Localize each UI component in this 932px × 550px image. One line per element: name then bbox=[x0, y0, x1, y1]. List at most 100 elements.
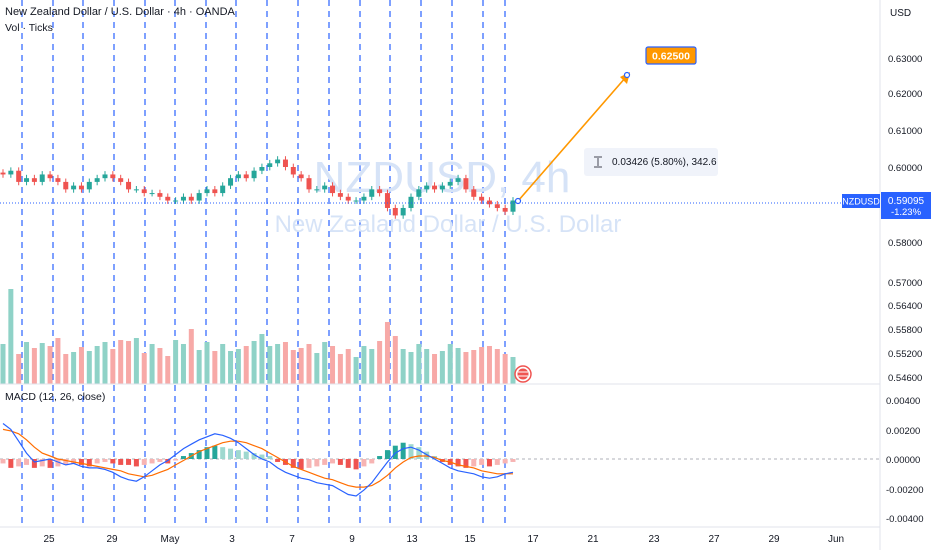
macd-histogram-bar bbox=[71, 459, 77, 464]
candle bbox=[455, 174, 461, 186]
candle bbox=[86, 178, 92, 193]
volume-bars bbox=[0, 289, 516, 384]
candle bbox=[463, 174, 469, 193]
watermark-name: New Zealand Dollar / U.S. Dollar bbox=[275, 211, 622, 238]
macd-histogram-bar bbox=[345, 459, 351, 468]
macd-histogram-bar bbox=[290, 459, 296, 468]
volume-bar bbox=[63, 354, 69, 384]
macd-histogram-bar bbox=[204, 447, 210, 459]
candle bbox=[322, 182, 328, 193]
candle bbox=[267, 159, 273, 171]
symbol-title[interactable]: New Zealand Dollar / U.S. Dollar · 4h · … bbox=[5, 6, 236, 18]
macd-histogram-bar bbox=[408, 444, 414, 459]
macd-histogram-bar bbox=[78, 459, 84, 465]
volume-bar bbox=[196, 350, 202, 384]
candle bbox=[471, 185, 477, 201]
macd-histogram-bar bbox=[330, 459, 336, 464]
macd-histogram-bar bbox=[392, 445, 398, 459]
candle bbox=[47, 171, 53, 182]
arrow-start-handle[interactable] bbox=[514, 197, 522, 205]
macd-label[interactable]: MACD (12, 26, close) bbox=[5, 391, 105, 403]
candle bbox=[486, 197, 492, 208]
time-tick-label: 15 bbox=[464, 534, 476, 545]
candle bbox=[63, 178, 69, 193]
macd-histogram-bar bbox=[337, 459, 343, 465]
candle bbox=[400, 204, 406, 219]
volume-bar bbox=[392, 336, 398, 384]
macd-histogram-bar bbox=[31, 459, 37, 468]
measure-label: 0.03426 (5.80%), 342.6 bbox=[612, 157, 717, 168]
volume-bar bbox=[259, 334, 265, 384]
volume-bar bbox=[220, 344, 226, 384]
candle bbox=[439, 182, 445, 193]
candle bbox=[157, 189, 163, 201]
macd-histogram-bar bbox=[55, 459, 61, 467]
candle bbox=[196, 189, 202, 204]
price-axis[interactable] bbox=[880, 0, 932, 550]
macd-histogram-bar bbox=[149, 459, 155, 464]
volume-bar bbox=[275, 344, 281, 384]
candle bbox=[141, 185, 147, 197]
currency-label[interactable]: USD bbox=[890, 8, 911, 19]
macd-histogram-bar bbox=[361, 459, 367, 467]
macd-histogram-bar bbox=[180, 456, 186, 459]
candle bbox=[298, 171, 304, 182]
us-flag-event-icon[interactable] bbox=[514, 365, 532, 383]
time-tick-label: 3 bbox=[229, 534, 235, 545]
time-axis[interactable]: 25 29 May 3 7 9 13 15 17 21 23 27 29 Jun bbox=[43, 534, 844, 545]
volume-bar bbox=[173, 340, 179, 384]
volume-bar bbox=[510, 357, 516, 384]
volume-bar bbox=[377, 341, 383, 384]
candle bbox=[188, 193, 194, 204]
measure-icon bbox=[594, 156, 602, 168]
measure-tooltip bbox=[584, 148, 718, 176]
macd-histogram-bar bbox=[298, 459, 304, 470]
candle bbox=[392, 204, 398, 219]
volume-bar bbox=[494, 349, 500, 384]
macd-histogram-bar bbox=[494, 459, 500, 465]
candle bbox=[314, 185, 320, 193]
macd-histogram-bar bbox=[16, 459, 22, 467]
volume-label[interactable]: Vol · Ticks bbox=[5, 22, 53, 34]
volume-bar bbox=[126, 341, 132, 384]
candle bbox=[369, 185, 375, 201]
macd-histogram-bar bbox=[384, 450, 390, 459]
candle bbox=[71, 182, 77, 193]
volume-bar bbox=[31, 348, 37, 384]
macd-histogram-bar bbox=[463, 459, 469, 468]
macd-histogram-bar bbox=[353, 459, 359, 470]
macd-histogram-bar bbox=[86, 459, 92, 467]
time-tick-label: May bbox=[161, 534, 180, 545]
macd-histogram-bar bbox=[220, 447, 226, 459]
macd-tick-label: -0.00200 bbox=[886, 485, 924, 496]
candle bbox=[24, 174, 30, 186]
macd-histogram-bar bbox=[259, 454, 265, 459]
macd-histogram-bar bbox=[502, 459, 508, 464]
macd-histogram-bar bbox=[471, 459, 477, 467]
volume-bar bbox=[204, 342, 210, 384]
volume-bar bbox=[55, 338, 61, 384]
candle bbox=[502, 204, 508, 216]
target-label-box[interactable] bbox=[645, 46, 697, 65]
macd-histogram-bar bbox=[102, 459, 108, 462]
candle bbox=[118, 174, 124, 186]
time-tick-label: 25 bbox=[43, 534, 55, 545]
candle bbox=[78, 182, 84, 193]
macd-histogram-bar bbox=[133, 459, 139, 467]
candle bbox=[479, 193, 485, 204]
volume-bar bbox=[267, 346, 273, 384]
volume-bar bbox=[463, 352, 469, 384]
candle bbox=[180, 193, 186, 204]
candle bbox=[235, 171, 241, 182]
price-axis-ticks: 0.63000 0.62000 0.61000 0.60000 0.58000 0.570… bbox=[888, 54, 922, 384]
time-tick-label: Jun bbox=[828, 534, 844, 545]
time-tick-label: 21 bbox=[587, 534, 599, 545]
candle bbox=[447, 178, 453, 189]
volume-bar bbox=[424, 349, 430, 384]
candle bbox=[259, 163, 265, 175]
candle bbox=[384, 189, 390, 212]
volume-bar bbox=[180, 344, 186, 384]
arrow-handle[interactable] bbox=[623, 71, 631, 79]
macd-histogram-bar bbox=[455, 459, 461, 467]
